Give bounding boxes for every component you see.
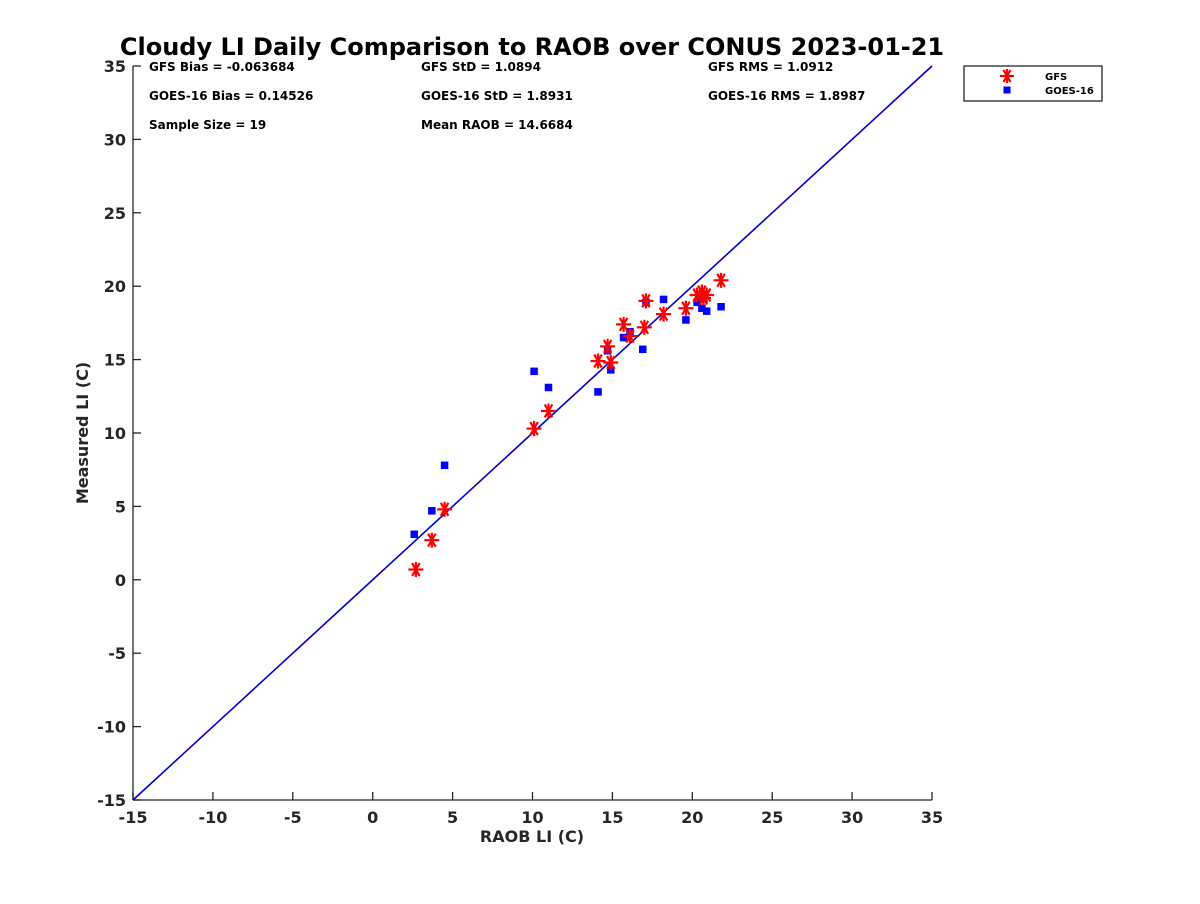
y-axis-label: Measured LI (C) (73, 362, 92, 504)
y-tick-label: 25 (104, 204, 126, 223)
x-tick-label: 25 (761, 808, 783, 827)
y-tick-label: 30 (104, 130, 126, 149)
y-tick-label: 35 (104, 57, 126, 76)
x-tick-label: 0 (367, 808, 378, 827)
x-axis-label: RAOB LI (C) (480, 827, 584, 846)
x-tick-label: -10 (198, 808, 227, 827)
stat-text: GFS Bias = -0.063684 (149, 60, 295, 74)
goes16-point (594, 388, 602, 396)
gfs-point (437, 501, 453, 517)
goes16-point (440, 461, 449, 470)
x-tick-label: -5 (284, 808, 302, 827)
goes16-point (428, 507, 436, 515)
legend-box (963, 65, 1103, 102)
gfs-point (408, 562, 424, 578)
x-tick-label: 30 (841, 808, 863, 827)
gfs-point (699, 287, 715, 303)
stat-text: Sample Size = 19 (149, 118, 266, 132)
goes16-point (717, 303, 725, 311)
stat-text: GFS RMS = 1.0912 (708, 60, 833, 74)
goes16-point (530, 367, 538, 376)
y-tick-label: 20 (104, 277, 126, 296)
y-tick-label: -15 (97, 791, 126, 810)
chart-title: Cloudy LI Daily Comparison to RAOB over … (120, 33, 944, 61)
goes16-point (702, 307, 711, 315)
gfs-point (590, 353, 606, 369)
goes16-point (698, 304, 706, 312)
x-tick-label: 5 (447, 808, 458, 827)
x-tick-label: 10 (521, 808, 543, 827)
stat-text: Mean RAOB = 14.6684 (421, 118, 573, 132)
goes16-point (659, 295, 668, 304)
stat-text: GOES-16 RMS = 1.8987 (708, 89, 865, 103)
gfs-point (603, 355, 619, 371)
goes16-point (410, 530, 418, 539)
legend-goes16-marker (1003, 86, 1011, 94)
legend: GFS GOES-16 (963, 65, 1103, 102)
gfs-point (526, 421, 542, 437)
gfs-point (678, 300, 694, 316)
gfs-point (616, 316, 632, 332)
x-tick-label: 15 (601, 808, 623, 827)
y-tick-label: -10 (97, 718, 126, 737)
goes16-point (639, 345, 647, 354)
y-tick-label: 10 (104, 424, 126, 443)
y-tick-label: 5 (115, 497, 126, 516)
stat-text: GOES-16 StD = 1.8931 (421, 89, 573, 103)
gfs-point (622, 328, 638, 344)
goes16-point (619, 333, 628, 342)
legend-gfs-marker (1000, 69, 1014, 83)
legend-gfs-label: GFS (1045, 72, 1067, 83)
plot-area: -15 -10 -5 0 5 10 15 20 25 30 35 -15 -10 -5 0 5 10 15 20 25… (97, 57, 943, 827)
x-tick-label: 35 (921, 808, 943, 827)
gfs-point (636, 319, 652, 335)
stat-text: GFS StD = 1.0894 (421, 60, 541, 74)
gfs-point (424, 532, 440, 548)
x-tick-label: -15 (119, 808, 148, 827)
goes16-point (682, 316, 690, 324)
gfs-point (540, 403, 556, 419)
y-tick-label: 15 (104, 351, 126, 370)
gfs-point (638, 293, 654, 309)
gfs-point (656, 306, 672, 322)
legend-goes16-label: GOES-16 (1045, 86, 1094, 97)
gfs-point (713, 272, 729, 288)
gfs-point (600, 338, 616, 354)
y-tick-label: -5 (108, 644, 126, 663)
y-tick-label: 0 (115, 571, 126, 590)
stat-text: GOES-16 Bias = 0.14526 (149, 89, 313, 103)
goes16-point (544, 383, 553, 392)
x-tick-label: 20 (681, 808, 703, 827)
